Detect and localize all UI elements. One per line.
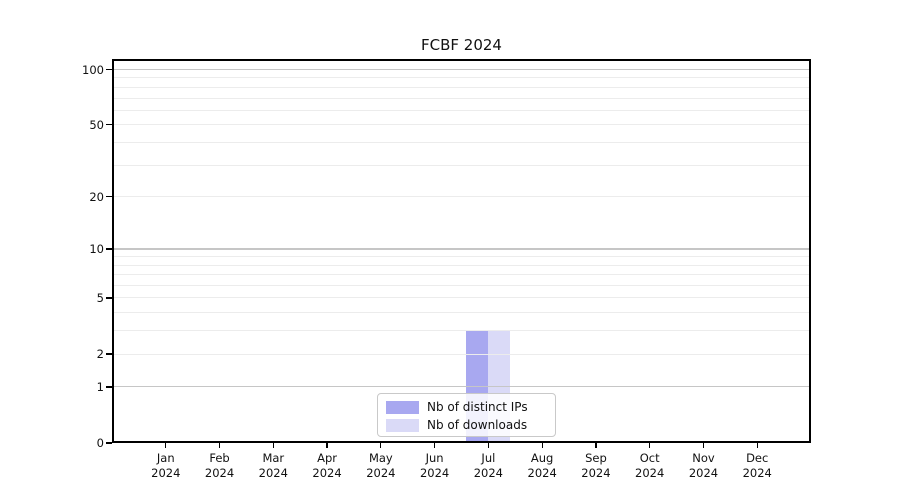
plot-area: [112, 59, 811, 443]
gridline-minor: [112, 353, 811, 355]
gridline-minor: [112, 196, 811, 198]
gridline-minor: [112, 141, 811, 143]
legend-label-downloads: Nb of downloads: [427, 418, 528, 432]
x-tick-label: Jun 2024: [419, 451, 450, 480]
gridline-minor: [112, 330, 811, 332]
gridline-minor: [112, 86, 811, 88]
spine-right: [809, 59, 811, 443]
y-tick-label: 2: [96, 347, 104, 362]
x-tick-label: Feb 2024: [204, 451, 235, 480]
y-tick-label: 20: [89, 189, 104, 204]
x-tick-label: Mar 2024: [258, 451, 288, 480]
x-tick-label: Apr 2024: [312, 451, 342, 480]
gridline-minor: [112, 264, 811, 266]
x-tick: [272, 442, 274, 448]
legend-swatch-downloads: [386, 418, 419, 432]
x-tick-label: Nov 2024: [688, 451, 719, 480]
y-tick: [106, 248, 112, 250]
spine-top: [112, 59, 811, 61]
gridline-major: [112, 248, 811, 250]
gridline-minor: [112, 77, 811, 79]
y-tick-label: 50: [89, 117, 104, 132]
y-tick-label: 10: [89, 241, 104, 256]
x-tick: [649, 442, 651, 448]
gridline-major: [112, 68, 811, 71]
gridline-minor: [112, 97, 811, 99]
gridline-minor: [112, 312, 811, 314]
x-tick: [541, 442, 543, 448]
x-tick: [380, 442, 382, 448]
x-tick: [702, 442, 705, 448]
gridline-minor: [112, 285, 811, 287]
y-tick-label: 1: [96, 379, 104, 394]
legend-item: Nb of downloads: [386, 416, 555, 434]
gridline-minor: [112, 297, 811, 299]
x-tick: [326, 442, 328, 448]
spine-bottom: [112, 441, 811, 443]
y-tick: [106, 353, 112, 355]
gridline-minor: [112, 124, 811, 126]
chart-title: FCBF 2024: [421, 36, 502, 54]
y-tick: [106, 442, 112, 444]
legend-label-distinct-ips: Nb of distinct IPs: [427, 400, 528, 414]
y-tick: [106, 195, 112, 198]
x-tick: [595, 442, 597, 448]
y-tick-label: 5: [96, 290, 104, 305]
gridline-minor: [112, 109, 811, 111]
gridline-minor: [112, 164, 811, 166]
x-tick-label: Jul 2024: [473, 451, 504, 480]
x-tick-label: May 2024: [366, 451, 396, 480]
x-tick-label: Oct 2024: [635, 451, 665, 480]
y-tick-label: 100: [82, 62, 104, 77]
legend-swatch-distinct-ips: [386, 400, 419, 414]
x-tick-label: Sep 2024: [581, 451, 611, 480]
y-tick-label: 0: [96, 436, 104, 450]
gridline-minor: [112, 274, 811, 276]
gridline-minor: [112, 256, 811, 258]
y-tick: [106, 297, 112, 299]
x-tick: [218, 442, 221, 448]
x-tick-label: Jan 2024: [151, 451, 181, 480]
legend-item: Nb of distinct IPs: [386, 398, 555, 416]
y-tick: [106, 386, 112, 388]
y-tick: [106, 68, 112, 71]
x-tick: [433, 442, 436, 448]
x-tick: [487, 442, 490, 448]
x-tick: [165, 442, 167, 448]
x-tick: [756, 442, 758, 448]
spine-left: [112, 59, 114, 443]
legend: Nb of distinct IPs Nb of downloads: [377, 393, 556, 437]
x-tick-label: Dec 2024: [742, 451, 772, 480]
x-tick-label: Aug 2024: [527, 451, 557, 480]
gridline-major: [112, 386, 811, 388]
y-tick: [106, 124, 112, 126]
